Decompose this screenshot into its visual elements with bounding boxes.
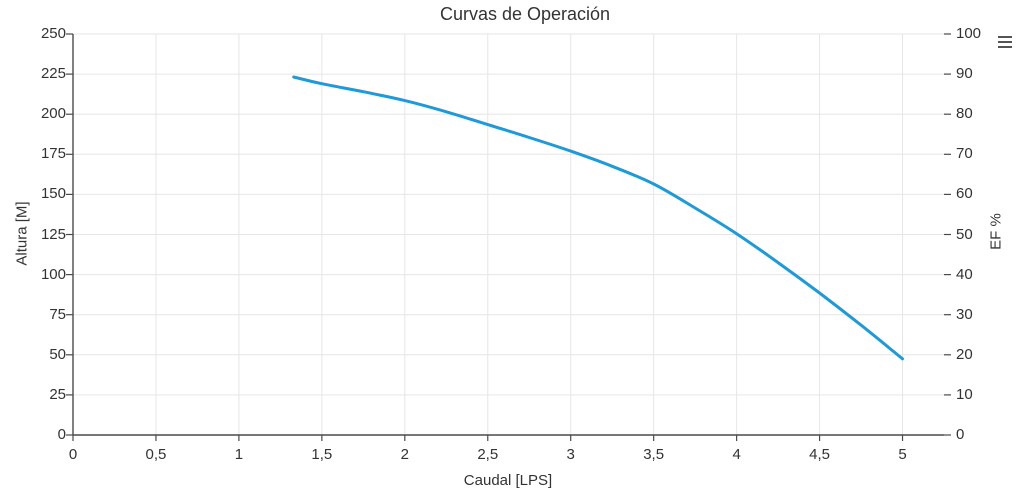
y-right-tick-label: 20 (956, 345, 973, 363)
y-left-tick-label: 50 (49, 345, 66, 363)
y-right-tick-label: 50 (956, 225, 973, 243)
y-right-tick-label: 40 (956, 265, 973, 283)
x-tick-label: 0,5 (145, 446, 167, 463)
y-left-tick-label: 25 (49, 385, 66, 403)
y-left-tick-label: 250 (40, 25, 66, 42)
y-left-tick-label: 75 (49, 305, 66, 323)
x-tick-label: 2 (400, 446, 409, 463)
y-left-tick-label: 100 (40, 265, 66, 283)
y-right-tick-label: 70 (956, 145, 973, 163)
x-tick-label: 4,5 (809, 446, 830, 463)
y-right-tick-label: 0 (956, 426, 965, 443)
y-left-tick-label: 125 (40, 225, 66, 243)
y-left-tick-label: 225 (40, 65, 66, 83)
y-right-tick-label: 60 (956, 185, 973, 203)
y-axis-left-title: Altura [M] (13, 201, 31, 266)
y-left-tick-label: 200 (40, 105, 66, 123)
x-tick-label: 1,5 (311, 446, 333, 463)
x-tick-label: 5 (898, 446, 907, 463)
y-left-tick-label: 0 (57, 426, 66, 443)
series-curve-altura[interactable] (292, 75, 904, 361)
x-tick-label: 3,5 (643, 446, 665, 463)
y-right-tick-label: 90 (956, 65, 973, 83)
hamburger-bar (998, 41, 1012, 43)
x-tick-label: 2,5 (477, 446, 499, 463)
y-right-tick-label: 100 (956, 25, 982, 42)
hamburger-bar (998, 36, 1012, 38)
x-tick-label: 3 (566, 446, 575, 463)
x-tick-label: 1 (234, 446, 244, 463)
x-axis-title: Caudal [LPS] (463, 472, 553, 489)
y-left-tick-label: 150 (40, 185, 66, 203)
y-axis-right-title: EF % (987, 213, 1005, 250)
y-left-tick-label: 175 (40, 145, 66, 163)
hamburger-bar (998, 46, 1012, 48)
x-tick-label: 0 (68, 446, 78, 463)
x-tick-label: 4 (732, 446, 741, 463)
chart-title: Curvas de Operación (439, 4, 611, 24)
y-right-tick-label: 30 (956, 305, 973, 323)
hamburger-menu-icon[interactable] (998, 36, 1014, 48)
y-right-tick-label: 10 (956, 385, 973, 403)
y-right-tick-label: 80 (956, 105, 973, 123)
